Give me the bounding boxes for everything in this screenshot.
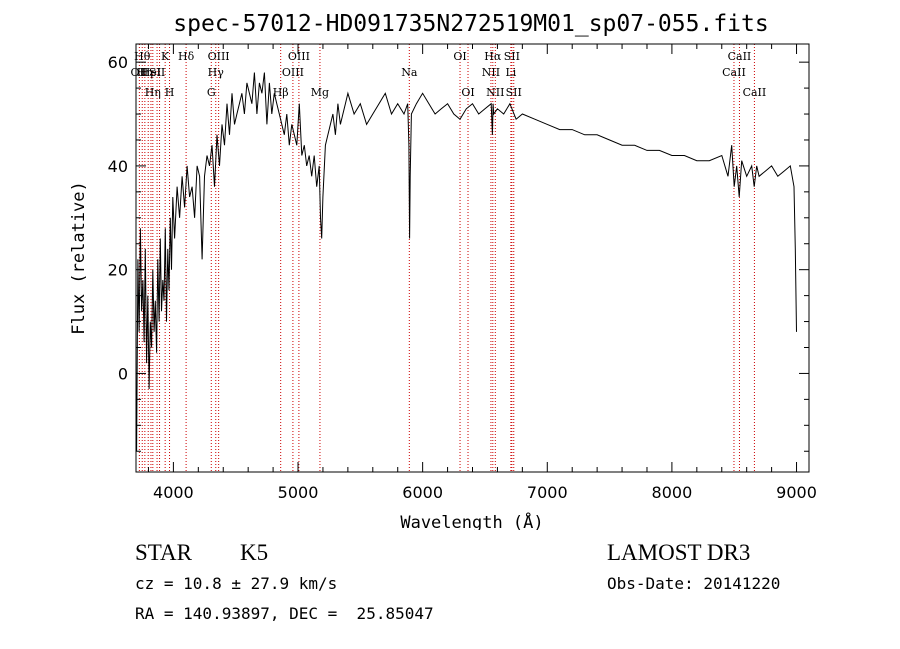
y-tick-label: 20 <box>108 261 128 280</box>
x-tick-label: 4000 <box>153 483 194 502</box>
line-label-15: OIII <box>282 66 304 79</box>
line-label-29: CaII <box>743 86 767 99</box>
line-label-14: Hβ <box>273 86 289 99</box>
spectral-line-markers <box>138 44 755 472</box>
line-label-8: K <box>161 50 170 63</box>
line-label-12: Hγ <box>208 66 225 79</box>
x-tick-label: 6000 <box>402 483 443 502</box>
line-label-24: Li <box>505 66 516 79</box>
survey-name: LAMOST DR3 <box>607 540 751 565</box>
y-axis-label: Flux (relative) <box>69 181 89 335</box>
line-label-6: SII <box>149 66 165 79</box>
line-label-13: OIII <box>208 50 230 63</box>
x-tick-label: 5000 <box>278 483 319 502</box>
line-label-21: NII <box>482 66 500 79</box>
line-label-17: Mg <box>311 86 329 99</box>
line-label-23: NII <box>486 86 504 99</box>
line-label-5: Hη <box>145 86 161 99</box>
spectral-line-labels: OIIHθHηHeIHηSIIKHHδGHγOIIIHβOIIIOIIIMgNa… <box>131 50 767 99</box>
x-tick-label: 9000 <box>776 483 817 502</box>
line-label-19: OI <box>453 50 466 63</box>
plot-frame <box>135 43 810 473</box>
y-tick-label: 40 <box>108 157 128 176</box>
line-label-22: Hα <box>484 50 502 63</box>
x-axis: 4000 5000 6000 7000 8000 9000 <box>147 44 817 502</box>
line-label-10: Hδ <box>178 50 195 63</box>
line-label-20: OI <box>461 86 474 99</box>
x-tick-label: 7000 <box>527 483 568 502</box>
line-label-28: CaII <box>728 50 752 63</box>
x-tick-label: 8000 <box>652 483 693 502</box>
line-label-9: H <box>165 86 175 99</box>
line-label-1: Hθ <box>134 50 151 63</box>
line-label-11: G <box>207 86 216 99</box>
line-label-2: Hη <box>137 66 153 79</box>
object-class: STAR <box>135 540 192 565</box>
y-tick-label: 60 <box>108 53 128 72</box>
line-label-18: Na <box>401 66 418 79</box>
line-label-16: OIII <box>288 50 310 63</box>
line-label-26: SII <box>506 86 522 99</box>
coordinates: RA = 140.93897, DEC = 25.85047 <box>135 604 434 623</box>
redshift-value: cz = 10.8 ± 27.9 km/s <box>135 574 338 593</box>
object-subclass: K5 <box>240 540 269 565</box>
line-label-4: HeI <box>141 66 161 79</box>
line-label-27: CaII <box>722 66 746 79</box>
spectrum-line <box>136 72 797 452</box>
line-label-0: OII <box>131 66 149 79</box>
observation-date: Obs-Date: 20141220 <box>607 574 781 593</box>
chart-title: spec-57012-HD091735N272519M01_sp07-055.f… <box>173 11 768 37</box>
spectrum-chart: spec-57012-HD091735N272519M01_sp07-055.f… <box>69 11 817 530</box>
y-tick-label: 0 <box>118 364 128 383</box>
x-axis-label: Wavelength (Å) <box>400 511 543 530</box>
y-axis: 0 20 40 60 <box>108 53 809 452</box>
line-label-25: SII <box>504 50 520 63</box>
